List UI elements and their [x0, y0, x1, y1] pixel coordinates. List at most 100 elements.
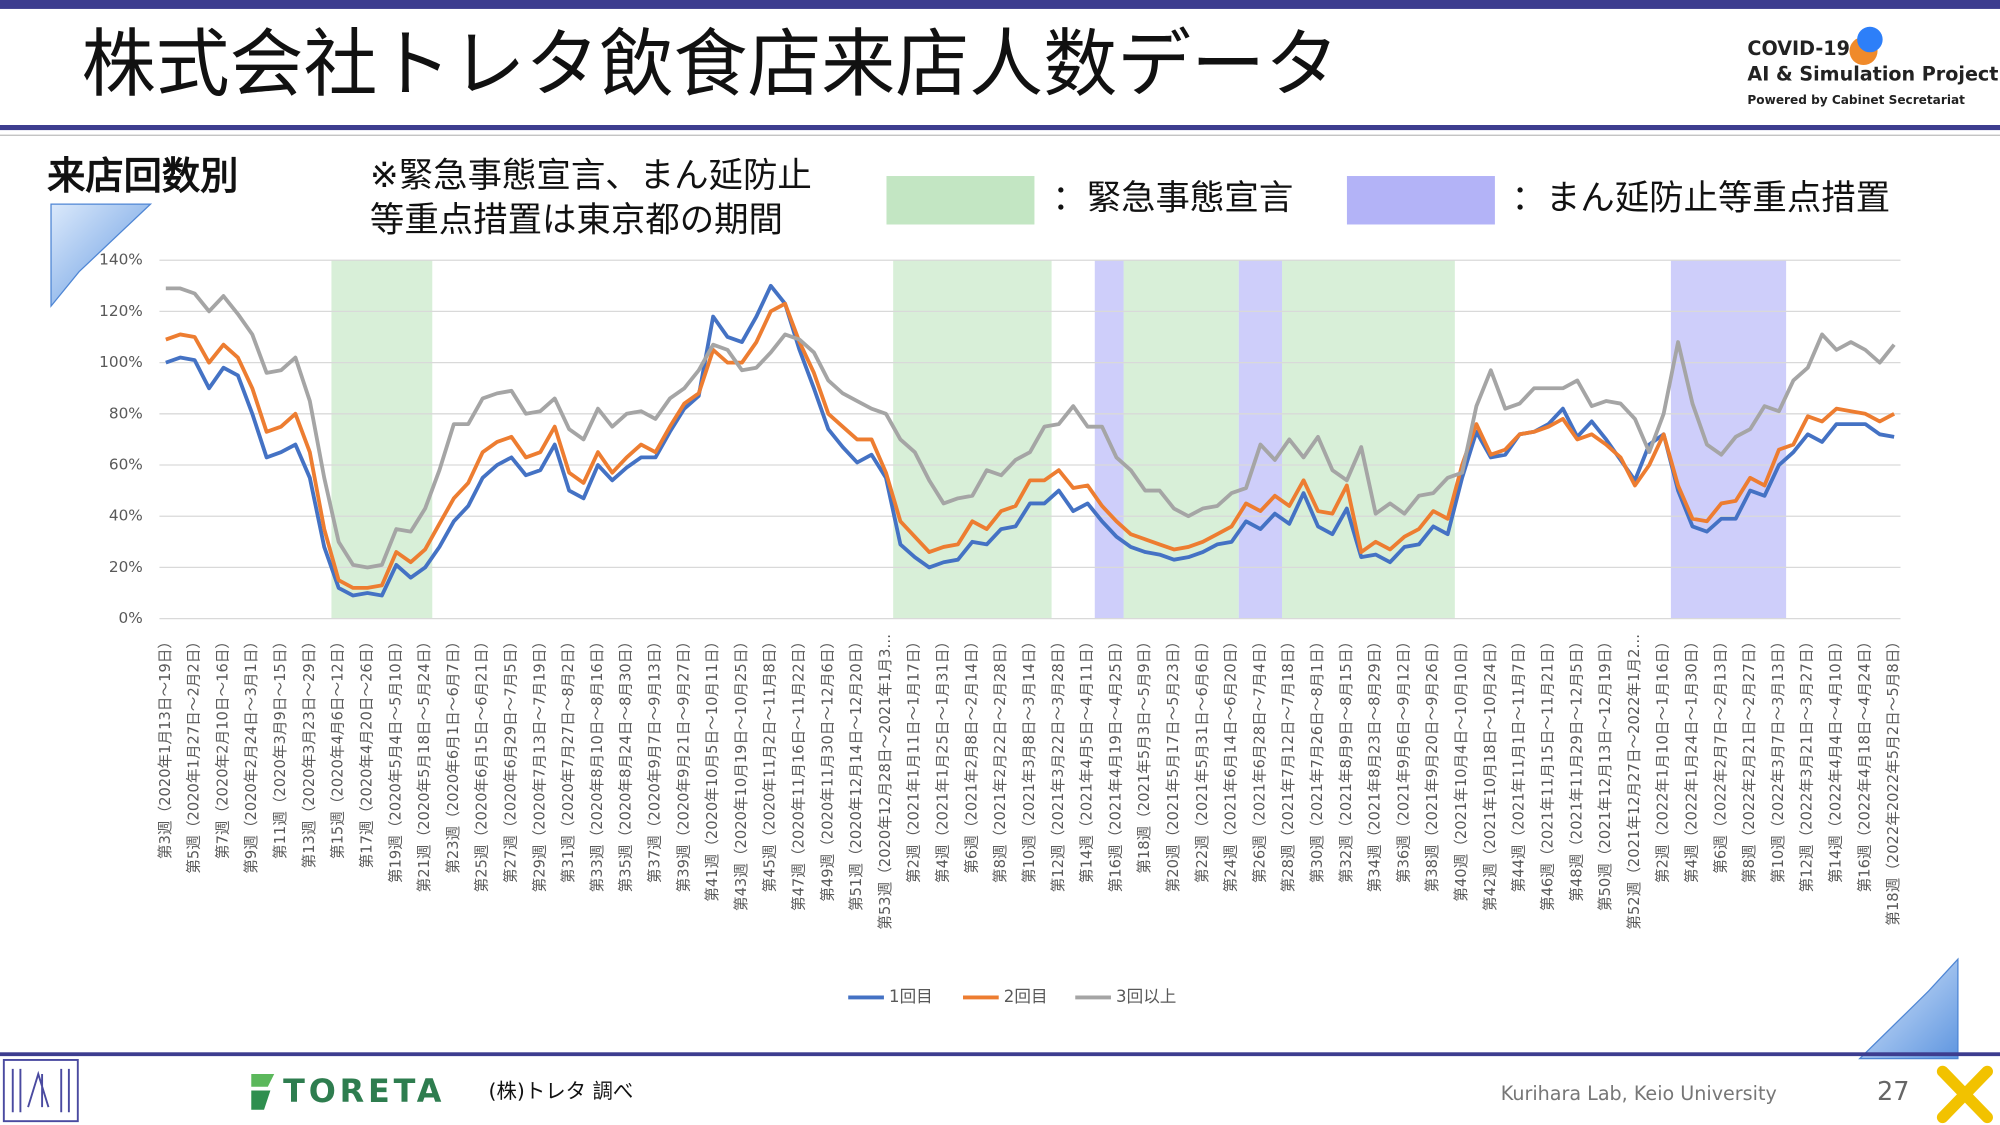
- y-tick-label: 40%: [109, 507, 143, 525]
- x-tick-label: 第9週（2020年2月24日～3月1日）: [242, 634, 260, 874]
- x-tick-label: 第8週（2022年2月21日～2月27日）: [1740, 634, 1758, 883]
- period-legend-label: ：緊急事態宣言: [1052, 179, 1293, 219]
- x-tick-label: 第13週（2020年3月23日～29日）: [300, 634, 318, 868]
- x-tick-label: 第23週（2020年6月1日～6月7日）: [444, 634, 462, 874]
- x-tick-label: 第39週（2020年9月21日～9月27日）: [674, 634, 692, 892]
- logo-box: [2, 1058, 79, 1123]
- x-tick-label: 第51週（2020年12月14日～12月20日）: [847, 634, 865, 911]
- y-tick-label: 100%: [99, 353, 143, 371]
- x-tick-label: 第49週（2020年11月30日～12月6日）: [818, 634, 836, 902]
- x-tick-label: 第15週（2020年4月6日～12日）: [329, 634, 347, 859]
- period-band: [893, 260, 1052, 619]
- x-tick-label: 第10週（2021年3月8日～3月14日）: [1020, 634, 1038, 883]
- x-tick-label: 第18週（2022年2022年5月2日～5月8日）: [1884, 634, 1902, 926]
- x-tick-label: 第6週（2022年2月7日～2月13日）: [1711, 634, 1729, 874]
- x-tick-label: 第4週（2021年1月25日～1月31日）: [934, 634, 952, 883]
- x-tick-label: 第6週（2021年2月8日～2月14日）: [962, 634, 980, 874]
- period-legend-label: ：まん延防止等重点措置: [1511, 179, 1890, 219]
- x-tick-label: 第11週（2020年3月9日～15日）: [271, 634, 289, 859]
- period-swatch: [886, 176, 1035, 225]
- x-tick-label: 第43週（2020年10月19日～10月25日）: [732, 634, 750, 911]
- x-tick-label: 第31週（2020年7月27日～8月2日）: [559, 634, 577, 883]
- x-tick-label: 第12週（2021年3月22日～3月28日）: [1049, 634, 1067, 892]
- ai-logo: [2, 1058, 79, 1123]
- credit: Kurihara Lab, Keio University: [1501, 1082, 1777, 1105]
- y-tick-label: 60%: [109, 456, 143, 474]
- period-band: [1123, 260, 1239, 619]
- chart-subtitle: 来店回数別: [47, 154, 238, 199]
- header-rule: [0, 125, 2000, 131]
- x-tick-label: 第41週（2020年10月5日～10月11日）: [703, 634, 721, 902]
- x-tick-label: 第48週（2021年11月29日～12月5日）: [1567, 634, 1585, 902]
- legend-label: 2回目: [1004, 987, 1048, 1006]
- legend-label: 3回以上: [1116, 987, 1176, 1006]
- x-tick-label: 第47週（2020年11月16日～11月22日）: [790, 634, 808, 911]
- period-band: [1670, 260, 1787, 619]
- x-tick-label: 第18週（2021年5月3日～5月9日）: [1135, 634, 1153, 874]
- page-number: 27: [1877, 1077, 1909, 1107]
- period-band: [1238, 260, 1283, 619]
- series-line: [165, 301, 1896, 590]
- x-tick-label: 第8週（2021年2月22日～2月28日）: [991, 634, 1009, 883]
- slide-title: 株式会社トレタ飲食店来店人数データ: [82, 21, 1339, 107]
- series-line: [165, 286, 1896, 570]
- x-tick-label: 第37週（2020年9月7日～9月13日）: [646, 634, 664, 883]
- legend-label: 1回目: [889, 987, 933, 1006]
- corner-deco: [1858, 957, 1959, 1060]
- y-tick-label: 120%: [99, 302, 143, 320]
- x-tick-label: 第25週（2020年6月15日～6月21日）: [473, 634, 491, 892]
- x-tick-label: 第2週（2021年1月11日～1月17日）: [905, 634, 923, 883]
- logo-text: COVID-19: [1747, 37, 1849, 60]
- x-logo: [1936, 1065, 1993, 1124]
- x-tick-label: 第28週（2021年7月12日～7月18日）: [1279, 634, 1297, 892]
- y-tick-label: 20%: [109, 558, 143, 576]
- x-tick-label: 第29週（2020年7月13日～7月19日）: [530, 634, 548, 892]
- x-tick-label: 第17週（2020年4月20日～26日）: [357, 634, 375, 868]
- x-tick-label: 第38週（2021年9月20日～9月26日）: [1423, 634, 1441, 892]
- x-tick-label: 第24週（2021年6月14日～6月20日）: [1222, 634, 1240, 892]
- note: ※緊急事態宣言、まん延防止: [370, 156, 812, 196]
- note: 等重点措置は東京都の期間: [370, 200, 783, 240]
- x-tick-label: 第5週（2020年1月27日～2月2日）: [185, 634, 203, 874]
- x-tick-label: 第32週（2021年8月9日～8月15日）: [1337, 634, 1355, 883]
- y-tick-label: 0%: [119, 609, 143, 627]
- logo-shape: [251, 1073, 275, 1087]
- x-tick-label: 第27週（2020年6月29日～7月5日）: [501, 634, 519, 883]
- series-line: [165, 283, 1895, 598]
- y-tick-label: 140%: [99, 251, 143, 269]
- x-tick-label: 第33週（2020年8月10日～8月16日）: [588, 634, 606, 892]
- x-tick-label: 第7週（2020年2月10日～16日）: [213, 634, 231, 859]
- x-tick-label: 第10週（2022年3月7日～3月13日）: [1769, 634, 1787, 883]
- x-tick-label: 第14週（2022年4月4日～4月10日）: [1827, 634, 1845, 883]
- x-tick-label: 第14週（2021年4月5日～4月11日）: [1078, 634, 1096, 883]
- logo-text: AI & Simulation Project: [1747, 63, 1998, 86]
- x-tick-label: 第42週（2021年10月18日～10月24日）: [1481, 634, 1499, 911]
- x-tick-label: 第26週（2021年6月28日～7月4日）: [1250, 634, 1268, 883]
- x-tick-label: 第12週（2022年3月21日～3月27日）: [1798, 634, 1816, 892]
- x-tick-label: 第53週（2020年12月28日～2021年1月3…: [876, 634, 894, 930]
- x-tick-label: 第19週（2020年5月4日～5月10日）: [386, 634, 404, 883]
- period-swatch: [1346, 176, 1495, 225]
- x-tick-label: 第36週（2021年9月6日～9月12日）: [1394, 634, 1412, 883]
- brand: TORETA: [283, 1072, 445, 1110]
- x-tick-label: 第40週（2021年10月4日～10月10日）: [1452, 634, 1470, 902]
- x-tick-label: 第21週（2020年5月18日～5月24日）: [415, 634, 433, 892]
- x-tick-label: 第16週（2021年4月19日～4月25日）: [1106, 634, 1124, 892]
- y-tick-label: 80%: [109, 404, 143, 422]
- x-tick-label: 第44週（2021年11月1日～11月7日）: [1510, 634, 1528, 892]
- x-tick-label: 第34週（2021年8月23日～8月29日）: [1366, 634, 1384, 892]
- x-tick-label: 第20週（2021年5月17日～5月23日）: [1164, 634, 1182, 892]
- logo-dot: [1857, 26, 1883, 53]
- source: (株)トレタ 調べ: [489, 1079, 634, 1103]
- period-band: [1282, 260, 1455, 619]
- x-tick-label: 第45週（2020年11月2日～11月8日）: [761, 634, 779, 892]
- x-tick-label: 第3週（2020年1月13日～19日）: [156, 634, 174, 859]
- x-tick-label: 第46週（2021年11月15日～11月21日）: [1538, 634, 1556, 911]
- x-tick-label: 第35週（2020年8月24日～8月30日）: [617, 634, 635, 892]
- corner-deco: [50, 203, 153, 308]
- x-tick-label: 第52週（2021年12月27日～2022年1月2…: [1625, 634, 1643, 930]
- x-tick-label: 第30週（2021年7月26日～8月1日）: [1308, 634, 1326, 883]
- x-tick-label: 第4週（2022年1月24日～1月30日）: [1682, 634, 1700, 883]
- top-bar: [0, 0, 2000, 9]
